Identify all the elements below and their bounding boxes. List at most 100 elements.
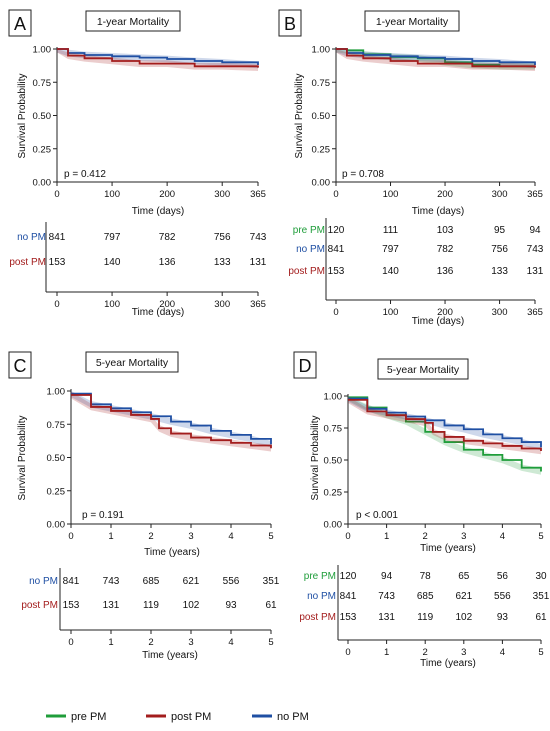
risk-count: 140 <box>104 257 121 268</box>
p-value: p = 0.708 <box>342 169 384 180</box>
risk-count: 556 <box>223 576 240 587</box>
risk-count: 743 <box>103 576 120 587</box>
risk-x-tick-label: 100 <box>383 307 399 318</box>
risk-row-label: pre PM <box>293 225 325 236</box>
risk-row-label: pre PM <box>304 571 336 582</box>
risk-x-tick-label: 0 <box>54 299 59 310</box>
p-value: p = 0.412 <box>64 169 106 180</box>
legend-label-no-pm: no PM <box>277 711 309 723</box>
panel-c: C 5-year Mortality Survival Probability … <box>8 351 280 661</box>
x-axis-label: Time (years) <box>420 543 476 554</box>
risk-x-tick-label: 100 <box>104 299 120 310</box>
risk-count: 782 <box>159 232 176 243</box>
panel-b: B 1-year Mortality Survival Probability … <box>278 9 544 327</box>
risk-count: 56 <box>497 571 509 582</box>
survival-curve-no-pm <box>57 48 259 65</box>
risk-x-tick-label: 300 <box>492 307 508 318</box>
chart-title: 5-year Mortality <box>387 364 460 376</box>
legend: pre PM post PM no PM <box>46 711 309 723</box>
risk-count: 94 <box>529 225 541 236</box>
x-tick-label: 200 <box>159 189 175 200</box>
y-axis-label: Survival Probability <box>294 73 305 158</box>
risk-count: 120 <box>340 571 357 582</box>
risk-count: 621 <box>455 591 472 602</box>
risk-count: 131 <box>378 612 395 623</box>
risk-count: 841 <box>63 576 80 587</box>
risk-x-tick-label: 4 <box>228 637 233 648</box>
x-tick-label: 365 <box>527 189 543 200</box>
risk-x-axis-label: Time (years) <box>142 650 198 661</box>
legend-label-post-pm: post PM <box>171 711 211 723</box>
survival-curve-post-pm <box>57 48 259 68</box>
risk-count: 153 <box>49 257 66 268</box>
y-tick-label: 0.75 <box>312 78 331 89</box>
x-axis-label: Time (days) <box>132 206 184 217</box>
risk-count: 136 <box>159 257 176 268</box>
panel-letter: A <box>14 14 26 34</box>
risk-count: 65 <box>458 571 470 582</box>
risk-count: 102 <box>183 600 200 611</box>
panel-a: A 1-year Mortality Survival Probability … <box>8 9 267 318</box>
p-value: p < 0.001 <box>356 510 398 521</box>
risk-x-tick-label: 0 <box>68 637 73 648</box>
y-tick-label: 0.25 <box>47 486 66 497</box>
risk-count: 841 <box>328 244 345 255</box>
risk-count: 136 <box>437 266 454 277</box>
risk-count: 841 <box>49 232 66 243</box>
risk-x-tick-label: 5 <box>538 647 543 658</box>
confidence-band-no-pm <box>57 49 258 69</box>
risk-count: 111 <box>383 225 399 236</box>
survival-curve-no-pm <box>348 397 542 448</box>
x-axis-label: Time (days) <box>412 206 464 217</box>
risk-x-tick-label: 300 <box>214 299 230 310</box>
x-tick-label: 5 <box>538 531 543 542</box>
risk-row-label: no PM <box>17 232 46 243</box>
survival-curve-no-pm <box>71 392 272 445</box>
risk-count: 140 <box>382 266 399 277</box>
risk-x-axis-label: Time (days) <box>132 307 184 318</box>
y-tick-label: 0.00 <box>324 520 343 531</box>
risk-count: 153 <box>328 266 345 277</box>
risk-count: 131 <box>103 600 120 611</box>
risk-count: 756 <box>491 244 508 255</box>
y-tick-label: 0.50 <box>47 453 66 464</box>
y-tick-label: 1.00 <box>324 392 343 403</box>
y-tick-label: 1.00 <box>47 387 66 398</box>
panel-letter: D <box>299 356 312 376</box>
risk-x-tick-label: 0 <box>333 307 338 318</box>
x-tick-label: 2 <box>423 531 428 542</box>
x-tick-label: 3 <box>188 531 193 542</box>
risk-x-tick-label: 1 <box>384 647 389 658</box>
risk-x-tick-label: 2 <box>423 647 428 658</box>
y-tick-label: 0.25 <box>312 144 331 155</box>
risk-count: 120 <box>328 225 345 236</box>
x-tick-label: 300 <box>492 189 508 200</box>
chart-title: 5-year Mortality <box>96 357 169 369</box>
risk-count: 743 <box>250 232 267 243</box>
risk-x-tick-label: 2 <box>148 637 153 648</box>
x-tick-label: 3 <box>461 531 466 542</box>
chart-title: 1-year Mortality <box>376 16 449 28</box>
x-tick-label: 5 <box>268 531 273 542</box>
y-tick-label: 0.25 <box>324 488 343 499</box>
y-tick-label: 1.00 <box>33 45 52 56</box>
risk-count: 153 <box>340 612 357 623</box>
panel-letter: C <box>14 356 27 376</box>
x-axis-label: Time (years) <box>144 547 200 558</box>
y-axis-label: Survival Probability <box>17 73 28 158</box>
x-tick-label: 365 <box>250 189 266 200</box>
risk-count: 131 <box>527 266 544 277</box>
y-tick-label: 0.75 <box>324 424 343 435</box>
risk-count: 743 <box>378 591 395 602</box>
risk-row-label: post PM <box>9 257 46 268</box>
risk-row-label: post PM <box>21 600 58 611</box>
survival-curve-post-pm <box>71 394 272 449</box>
risk-count: 153 <box>63 600 80 611</box>
risk-count: 102 <box>455 612 472 623</box>
risk-count: 131 <box>250 257 267 268</box>
risk-count: 119 <box>143 600 159 611</box>
confidence-band-no-pm <box>336 49 535 69</box>
x-tick-label: 100 <box>104 189 120 200</box>
y-axis-label: Survival Probability <box>17 415 28 500</box>
risk-count: 133 <box>214 257 231 268</box>
